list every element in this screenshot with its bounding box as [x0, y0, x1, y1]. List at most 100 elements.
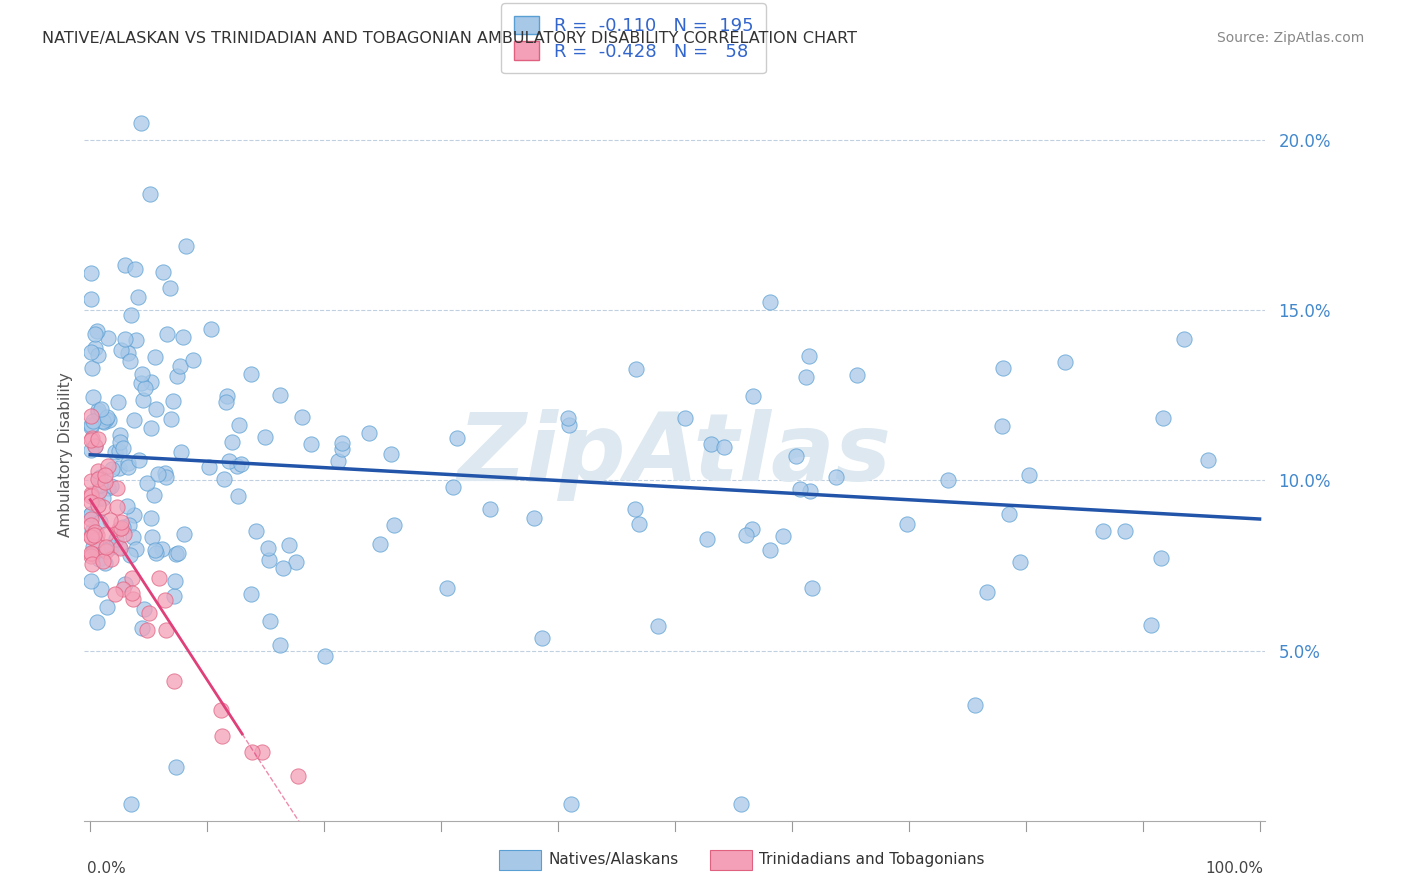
- Point: [110, 343, 132, 357]
- Point: [139, 375, 162, 389]
- Point: [155, 469, 177, 483]
- Point: [155, 326, 177, 341]
- Point: [217, 389, 239, 403]
- Point: [257, 553, 280, 567]
- Point: [155, 623, 177, 637]
- Point: [1150, 550, 1173, 565]
- Point: [80, 420, 103, 434]
- Point: [122, 508, 145, 523]
- Point: [174, 239, 197, 253]
- Point: [105, 481, 128, 495]
- Point: [741, 522, 763, 536]
- Point: [252, 745, 274, 759]
- Point: [143, 350, 166, 364]
- Point: [163, 673, 186, 688]
- Point: [93, 543, 115, 558]
- Point: [94, 556, 117, 570]
- Point: [94, 540, 117, 554]
- Point: [152, 265, 174, 279]
- Point: [89, 470, 111, 484]
- Point: [121, 531, 143, 545]
- Point: [90, 402, 112, 417]
- Point: [104, 587, 127, 601]
- Point: [120, 548, 142, 562]
- Point: [211, 729, 233, 743]
- Point: [214, 395, 236, 409]
- Point: [963, 698, 986, 713]
- Point: [997, 508, 1019, 522]
- Point: [89, 515, 111, 529]
- Point: [277, 538, 299, 552]
- Point: [80, 266, 103, 280]
- Point: [624, 502, 647, 516]
- Point: [330, 442, 353, 457]
- Point: [132, 602, 155, 616]
- Point: [742, 389, 765, 403]
- Point: [120, 308, 142, 322]
- Point: [83, 439, 105, 453]
- Point: [101, 461, 124, 475]
- Point: [647, 619, 669, 633]
- Point: [159, 281, 181, 295]
- Point: [114, 258, 136, 272]
- Point: [87, 551, 110, 566]
- Point: [269, 638, 291, 652]
- Point: [83, 527, 105, 541]
- Point: [1197, 452, 1219, 467]
- Point: [1173, 332, 1195, 346]
- Point: [800, 581, 823, 595]
- Point: [1053, 355, 1076, 369]
- Point: [108, 522, 131, 536]
- Point: [789, 482, 811, 496]
- Point: [799, 484, 821, 499]
- Point: [228, 417, 250, 432]
- Point: [284, 555, 307, 569]
- Point: [128, 453, 150, 467]
- Point: [87, 483, 110, 498]
- Point: [368, 536, 391, 550]
- Point: [94, 467, 117, 482]
- Point: [214, 472, 236, 486]
- Point: [825, 470, 848, 484]
- Point: [96, 412, 118, 426]
- Point: [165, 760, 187, 774]
- Point: [93, 414, 115, 428]
- Point: [696, 532, 718, 546]
- Point: [127, 290, 149, 304]
- Point: [121, 586, 143, 600]
- Text: Natives/Alaskans: Natives/Alaskans: [548, 853, 679, 867]
- Point: [120, 797, 142, 811]
- Point: [287, 768, 309, 782]
- Point: [225, 458, 247, 473]
- Point: [242, 745, 264, 759]
- Point: [117, 456, 139, 470]
- Point: [785, 449, 807, 463]
- Point: [86, 325, 108, 339]
- Y-axis label: Ambulatory Disability: Ambulatory Disability: [58, 373, 73, 537]
- Point: [1092, 524, 1115, 538]
- Point: [104, 445, 127, 459]
- Point: [479, 502, 502, 516]
- Point: [150, 542, 173, 557]
- Text: ZipAtlas: ZipAtlas: [458, 409, 891, 501]
- Point: [82, 547, 104, 561]
- Point: [114, 577, 136, 591]
- Point: [111, 520, 134, 534]
- Point: [291, 409, 314, 424]
- Point: [245, 524, 267, 539]
- Point: [759, 543, 782, 558]
- Point: [87, 402, 110, 417]
- Point: [125, 333, 148, 347]
- Point: [162, 393, 184, 408]
- Point: [139, 511, 162, 525]
- Point: [173, 527, 195, 541]
- Point: [80, 530, 103, 544]
- Point: [138, 606, 160, 620]
- Point: [253, 430, 276, 444]
- Point: [93, 415, 115, 429]
- Point: [169, 359, 191, 373]
- Legend: R =  -0.110   N =  195, R =  -0.428   N =   58: R = -0.110 N = 195, R = -0.428 N = 58: [501, 4, 766, 73]
- Point: [557, 410, 579, 425]
- Point: [91, 500, 114, 514]
- Point: [80, 487, 103, 501]
